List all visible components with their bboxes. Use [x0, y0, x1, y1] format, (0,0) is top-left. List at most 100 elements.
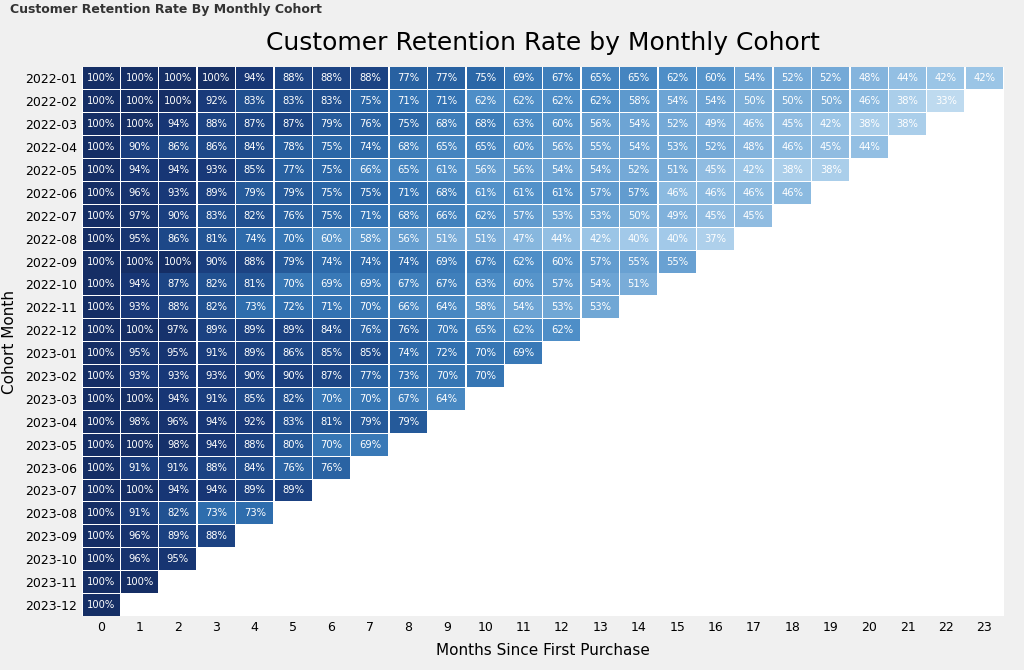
Text: 65%: 65% [397, 165, 420, 175]
Text: 100%: 100% [125, 257, 154, 267]
Bar [621, 90, 657, 113]
Bar [735, 113, 772, 135]
Bar [160, 480, 197, 501]
Text: 94%: 94% [129, 279, 151, 289]
Bar [621, 205, 657, 226]
Bar [83, 296, 120, 318]
Text: 57%: 57% [589, 257, 611, 267]
Text: 76%: 76% [282, 462, 304, 472]
Text: 45%: 45% [705, 211, 726, 221]
Bar [697, 159, 734, 181]
Text: 85%: 85% [244, 394, 265, 404]
Text: 83%: 83% [283, 417, 304, 427]
Bar [505, 68, 542, 89]
Bar [83, 525, 120, 547]
Text: 95%: 95% [128, 234, 151, 244]
Text: 61%: 61% [435, 165, 458, 175]
Text: 71%: 71% [435, 96, 458, 107]
Text: 55%: 55% [628, 257, 650, 267]
Bar [889, 68, 926, 89]
Bar [735, 159, 772, 181]
Bar [467, 342, 504, 364]
Text: 65%: 65% [628, 74, 650, 84]
Bar [198, 411, 234, 433]
Text: 94%: 94% [167, 486, 188, 496]
Text: 96%: 96% [128, 188, 151, 198]
Bar [237, 136, 273, 158]
Text: 77%: 77% [358, 371, 381, 381]
Text: 94%: 94% [129, 165, 151, 175]
Text: 100%: 100% [87, 577, 116, 587]
Text: 81%: 81% [321, 417, 342, 427]
Text: 94%: 94% [167, 394, 188, 404]
Bar [621, 273, 657, 295]
Text: 76%: 76% [358, 119, 381, 129]
Bar [889, 113, 926, 135]
Bar [160, 205, 197, 226]
Bar [121, 273, 158, 295]
Text: 95%: 95% [167, 554, 189, 564]
Bar [160, 342, 197, 364]
Text: 65%: 65% [589, 74, 611, 84]
Text: 49%: 49% [667, 211, 688, 221]
Bar [121, 90, 158, 113]
Text: 91%: 91% [205, 348, 227, 358]
Text: 93%: 93% [167, 188, 188, 198]
Bar [467, 365, 504, 387]
Bar [198, 320, 234, 341]
Bar [83, 113, 120, 135]
Text: 68%: 68% [474, 119, 496, 129]
Bar [83, 159, 120, 181]
Text: 77%: 77% [435, 74, 458, 84]
Text: 82%: 82% [283, 394, 304, 404]
Text: 50%: 50% [781, 96, 803, 107]
Bar [544, 228, 581, 250]
Bar [351, 342, 388, 364]
Bar [697, 136, 734, 158]
Bar [121, 136, 158, 158]
Text: 74%: 74% [244, 234, 265, 244]
Bar [928, 90, 965, 113]
Text: 81%: 81% [206, 234, 227, 244]
Text: 94%: 94% [206, 486, 227, 496]
Bar [121, 182, 158, 204]
Text: 96%: 96% [128, 531, 151, 541]
Bar [237, 320, 273, 341]
Text: 76%: 76% [282, 211, 304, 221]
Text: 42%: 42% [590, 234, 611, 244]
Bar [83, 182, 120, 204]
Text: 62%: 62% [474, 96, 497, 107]
Bar [505, 136, 542, 158]
Text: 100%: 100% [87, 600, 116, 610]
Bar [121, 320, 158, 341]
Text: 89%: 89% [206, 325, 227, 335]
Text: 64%: 64% [436, 302, 458, 312]
Text: 100%: 100% [87, 531, 116, 541]
Bar [274, 342, 311, 364]
Bar [237, 68, 273, 89]
Text: 75%: 75% [321, 188, 343, 198]
Text: 52%: 52% [705, 142, 727, 152]
Bar [351, 136, 388, 158]
Text: 67%: 67% [397, 394, 420, 404]
Bar [582, 113, 618, 135]
Bar [774, 182, 811, 204]
Text: 89%: 89% [283, 325, 304, 335]
Bar [428, 136, 465, 158]
Bar [351, 113, 388, 135]
Text: 93%: 93% [129, 371, 151, 381]
Bar [774, 136, 811, 158]
Text: 100%: 100% [87, 394, 116, 404]
Bar [83, 273, 120, 295]
Bar [83, 433, 120, 456]
Bar [774, 90, 811, 113]
Text: 44%: 44% [897, 74, 919, 84]
Text: 92%: 92% [244, 417, 266, 427]
Text: 95%: 95% [128, 348, 151, 358]
Bar [237, 90, 273, 113]
Text: 67%: 67% [474, 257, 497, 267]
Bar [582, 182, 618, 204]
Bar [274, 136, 311, 158]
Text: 69%: 69% [512, 74, 535, 84]
Text: 60%: 60% [551, 257, 572, 267]
